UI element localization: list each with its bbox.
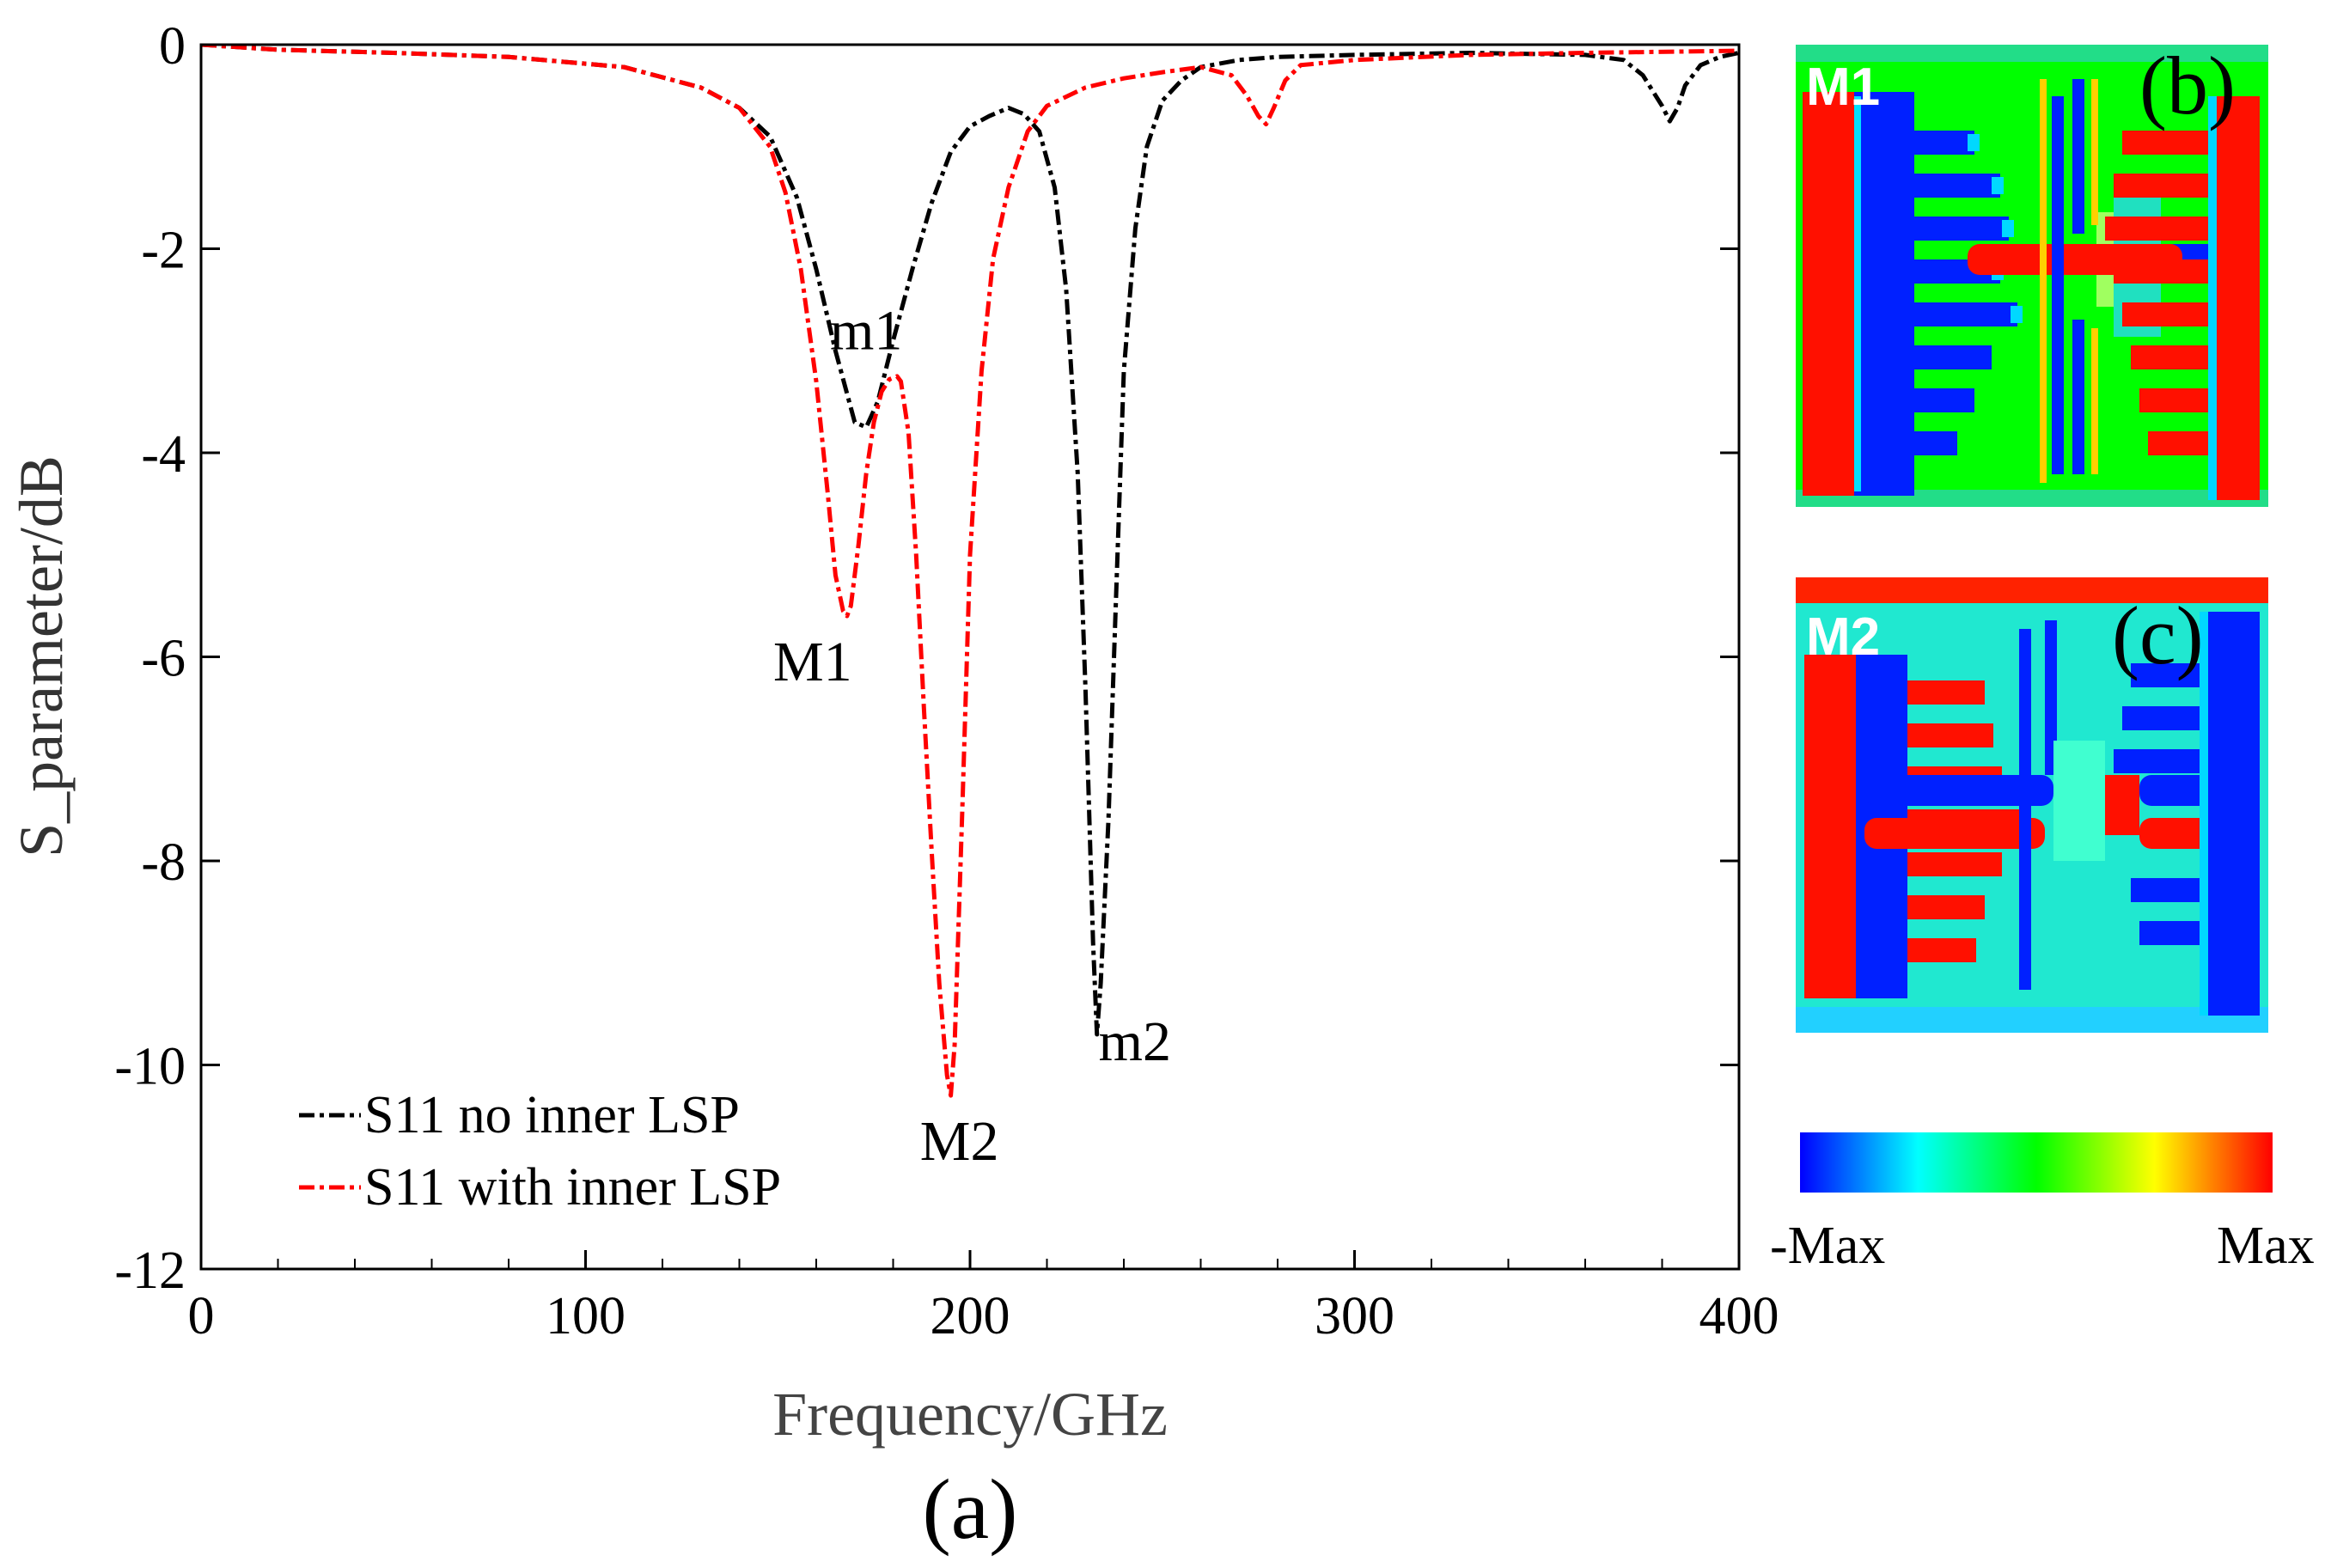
legend-label-with-inner-lsp: S11 with inner LSP [364, 1158, 781, 1217]
x-axis-ticks [199, 1250, 1741, 1269]
colorbar-max-label: Max [2217, 1217, 2315, 1275]
y-tick-label: -6 [141, 630, 186, 688]
y-tick-label: 0 [159, 17, 186, 76]
annotation-m1-upper: M1 [773, 631, 852, 693]
y-tick-label: -8 [141, 833, 186, 892]
annotation-m1-lower: m1 [830, 299, 902, 362]
y-tick-label: -2 [141, 222, 186, 280]
x-tick-label: 400 [1699, 1287, 1779, 1345]
panel-label-a: (a) [923, 1461, 1018, 1557]
x-tick-label: 100 [546, 1287, 625, 1345]
x-tick-label: 0 [188, 1287, 215, 1345]
y-tick-labels: 0 -2 -4 -6 -8 -10 -12 [114, 17, 186, 1300]
legend-label-no-inner-lsp: S11 no inner LSP [364, 1086, 740, 1144]
series-layer [201, 45, 1739, 1098]
series-line-with-inner-lsp [201, 45, 1739, 1098]
s-parameter-chart: 0 100 200 300 400 0 -2 -4 -6 -8 -10 -12 Frequency/… [7, 17, 1779, 1557]
x-tick-labels: 0 100 200 300 400 [188, 1287, 1779, 1345]
y-tick-label: -10 [114, 1038, 186, 1096]
annotation-m2-upper: M2 [920, 1110, 999, 1173]
y-tick-label: -4 [141, 425, 186, 484]
series-line-no-inner-lsp [201, 45, 1739, 1037]
colorbar: -Max Max [1770, 1132, 2315, 1275]
x-tick-label: 300 [1315, 1287, 1394, 1345]
field-map-m1: M1 (b) [1796, 40, 2268, 507]
colorbar-min-label: -Max [1770, 1217, 1885, 1275]
panel-label-c: (c) [2112, 589, 2204, 681]
legend: S11 no inner LSP S11 with inner LSP [299, 1086, 781, 1217]
field-map-m2: M2 (c) [1796, 577, 2268, 1033]
marker-annotations: m1 m2 M1 M2 [773, 299, 1171, 1173]
x-tick-label: 200 [931, 1287, 1010, 1345]
y-axis-label: S_parameter/dB [7, 455, 76, 857]
y-tick-label: -12 [114, 1242, 186, 1300]
mode-label-m2: M2 [1806, 607, 1880, 667]
annotation-m2-lower: m2 [1099, 1010, 1171, 1073]
x-axis-label: Frequency/GHz [772, 1380, 1168, 1449]
colorbar-gradient [1800, 1132, 2273, 1193]
plot-frame [199, 43, 1741, 1271]
panel-label-b: (b) [2139, 40, 2236, 131]
mode-label-m1: M1 [1806, 58, 1880, 117]
